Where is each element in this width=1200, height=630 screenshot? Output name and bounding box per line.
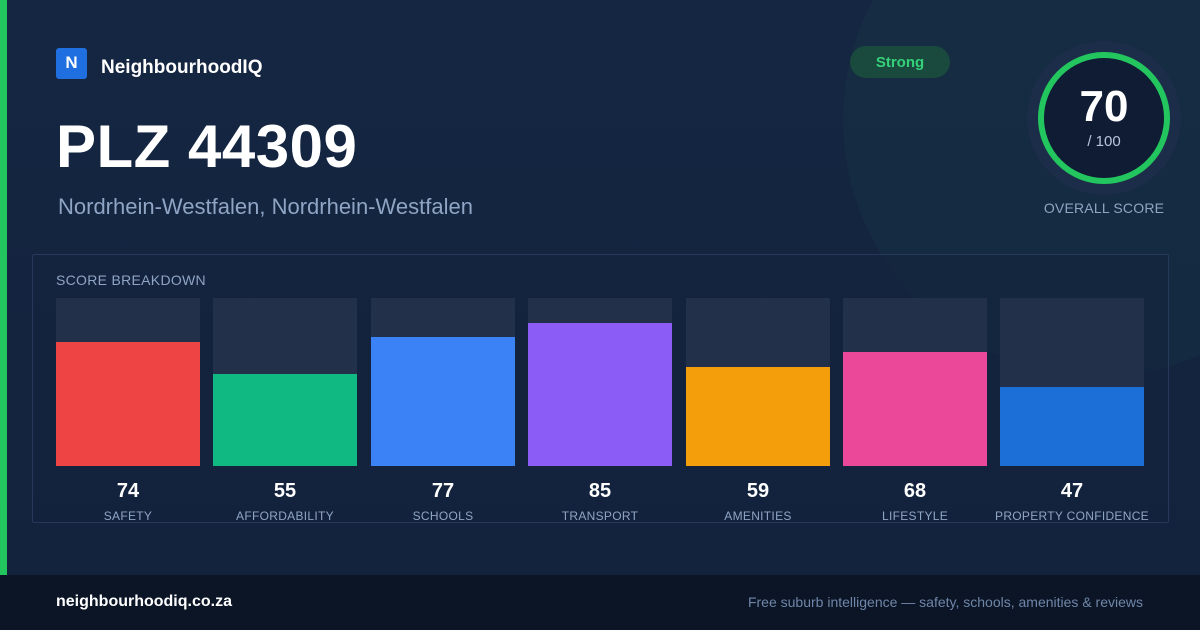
bar-value-property-confidence: 47	[1060, 480, 1084, 502]
brand[interactable]: N NeighbourhoodIQ	[56, 47, 262, 79]
bar-value-lifestyle: 68	[903, 480, 927, 502]
brand-logo-icon: N	[56, 47, 87, 79]
bar-label-amenities: AMENITIES	[724, 509, 792, 523]
bar-track-safety	[56, 298, 200, 466]
bar-safety	[56, 342, 200, 466]
bar-property-confidence	[1000, 387, 1144, 466]
bar-track-affordability	[213, 298, 357, 466]
page-title: PLZ 44309	[56, 113, 358, 180]
bar-label-affordability: AFFORDABILITY	[236, 509, 334, 523]
footer	[0, 575, 1200, 630]
bar-transport	[528, 323, 672, 466]
bar-value-schools: 77	[431, 480, 455, 502]
overall-score-caption: OVERALL SCORE	[1043, 200, 1165, 216]
bar-label-property-confidence: PROPERTY CONFIDENCE	[995, 509, 1149, 523]
overall-score-ring-progress	[1038, 52, 1170, 184]
page-subtitle: Nordrhein-Westfalen, Nordrhein-Westfalen	[58, 194, 473, 219]
footer-url-link[interactable]: neighbourhoodiq.co.za	[56, 593, 232, 610]
score-breakdown-title: SCORE BREAKDOWN	[56, 272, 206, 288]
bar-label-safety: SAFETY	[103, 509, 153, 523]
bar-schools	[371, 337, 515, 466]
accent-bar	[0, 0, 7, 575]
bar-label-schools: SCHOOLS	[412, 509, 474, 523]
overall-score-max: / 100	[1087, 133, 1121, 150]
bar-value-safety: 74	[116, 480, 140, 502]
bar-track-transport	[528, 298, 672, 466]
bar-track-property-confidence	[1000, 298, 1144, 466]
bar-value-amenities: 59	[746, 480, 770, 502]
status-badge: Strong	[850, 46, 950, 78]
bar-track-amenities	[686, 298, 830, 466]
bar-label-lifestyle: LIFESTYLE	[881, 509, 949, 523]
bar-amenities	[686, 367, 830, 466]
brand-name: NeighbourhoodIQ	[101, 57, 263, 78]
bar-affordability	[213, 374, 357, 466]
bar-label-transport: TRANSPORT	[561, 509, 639, 523]
bar-value-transport: 85	[588, 480, 612, 502]
overall-score-value: 70	[1079, 82, 1129, 131]
bar-lifestyle	[843, 352, 987, 466]
bar-track-schools	[371, 298, 515, 466]
footer-tagline: Free suburb intelligence — safety, schoo…	[747, 594, 1143, 610]
bar-track-lifestyle	[843, 298, 987, 466]
bar-value-affordability: 55	[273, 480, 297, 502]
overall-score-ring	[1027, 41, 1181, 195]
